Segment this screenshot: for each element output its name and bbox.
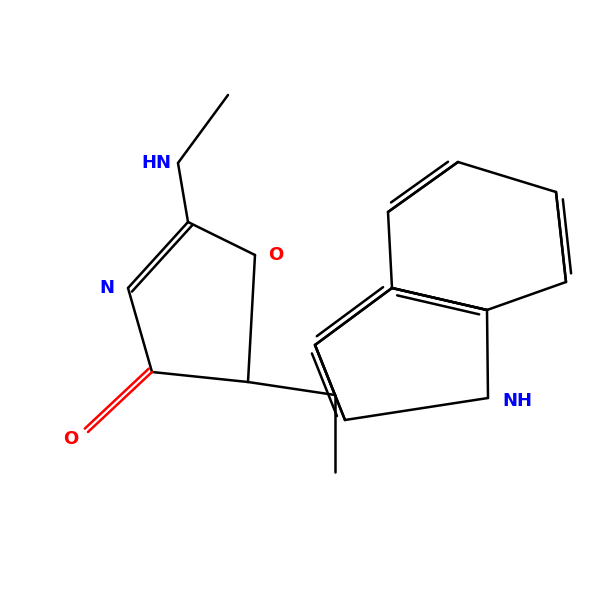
Text: O: O xyxy=(63,430,78,448)
Text: N: N xyxy=(100,279,115,297)
Text: HN: HN xyxy=(142,154,172,172)
Text: O: O xyxy=(268,246,284,264)
Text: NH: NH xyxy=(503,392,533,410)
